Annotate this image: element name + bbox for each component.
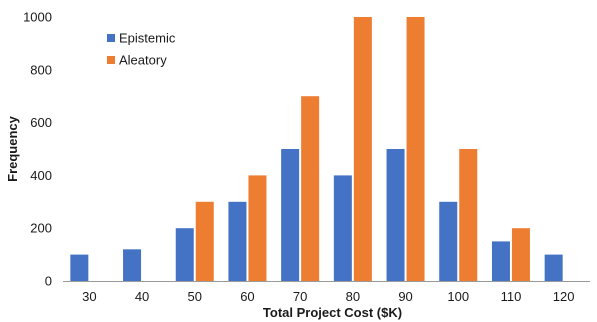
- x-tick-label: 50: [188, 289, 202, 304]
- x-tick-label: 90: [398, 289, 412, 304]
- x-tick-label: 100: [447, 289, 469, 304]
- y-tick-label: 400: [30, 168, 52, 183]
- bar-aleatory-90: [406, 17, 425, 281]
- y-axis-ticks: 0 200 400 600 800 1000: [23, 10, 52, 289]
- y-tick-label: 0: [45, 274, 52, 289]
- x-tick-label: 30: [82, 289, 96, 304]
- x-tick-label: 40: [135, 289, 149, 304]
- y-tick-label: 200: [30, 221, 52, 236]
- bar-aleatory-100: [459, 149, 478, 281]
- bar-aleatory-50: [195, 201, 214, 281]
- bar-epistemic-30: [70, 254, 89, 281]
- bar-aleatory-60: [248, 175, 267, 281]
- bar-aleatory-80: [353, 17, 372, 281]
- x-tick-label: 110: [501, 289, 522, 304]
- bar-aleatory-110: [511, 228, 530, 281]
- bar-epistemic-40: [123, 249, 142, 281]
- x-axis-title: Total Project Cost ($K): [263, 305, 402, 320]
- bar-epistemic-80: [333, 175, 352, 281]
- bars: [70, 17, 563, 281]
- bar-epistemic-110: [491, 241, 510, 281]
- x-tick-label: 120: [553, 289, 575, 304]
- bar-epistemic-90: [386, 149, 405, 281]
- bar-epistemic-100: [439, 201, 458, 281]
- bar-aleatory-70: [301, 96, 320, 281]
- x-tick-label: 60: [240, 289, 254, 304]
- y-tick-label: 600: [30, 115, 52, 130]
- x-tick-label: 70: [293, 289, 307, 304]
- bar-epistemic-50: [175, 228, 194, 281]
- legend-swatch-epistemic: [107, 34, 115, 42]
- x-axis-ticks: 30 40 50 60 70 80 90 100 110 120: [82, 289, 574, 304]
- y-tick-label: 1000: [23, 10, 52, 25]
- bar-epistemic-70: [281, 149, 300, 281]
- legend-label-epistemic: Epistemic: [119, 31, 176, 46]
- legend-swatch-aleatory: [107, 56, 115, 64]
- y-tick-label: 800: [30, 62, 52, 77]
- legend-label-aleatory: Aleatory: [119, 53, 167, 68]
- bar-epistemic-60: [228, 201, 247, 281]
- y-axis-title: Frequency: [5, 115, 20, 182]
- legend: Epistemic Aleatory: [107, 31, 176, 68]
- bar-epistemic-120: [544, 254, 563, 281]
- x-tick-label: 80: [346, 289, 360, 304]
